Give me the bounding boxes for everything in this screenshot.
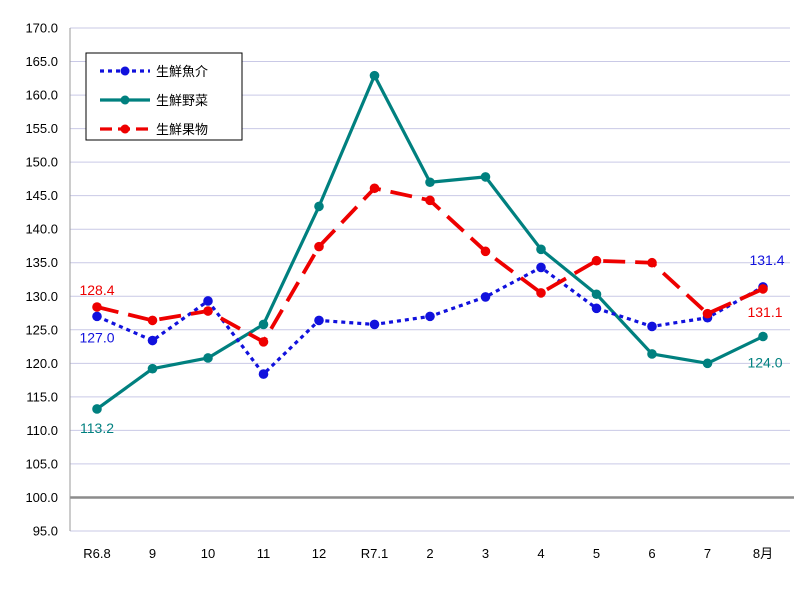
data-point bbox=[647, 257, 657, 268]
data-point bbox=[480, 292, 491, 302]
data-point bbox=[92, 311, 102, 322]
legend-label-1: 生鮮野菜 bbox=[156, 94, 208, 109]
x-tick-label: 8月 bbox=[753, 546, 773, 561]
x-tick-label: 4 bbox=[537, 546, 544, 561]
legend-label-0: 生鮮魚介 bbox=[156, 65, 208, 80]
legend-label-2: 生鮮果物 bbox=[156, 123, 208, 138]
data-point bbox=[147, 335, 158, 346]
y-tick-label: 140.0 bbox=[25, 222, 58, 237]
data-point bbox=[203, 296, 213, 306]
data-labels: 127.0 131.4 113.2 124.0 128.4 131.1 bbox=[79, 252, 784, 436]
data-point bbox=[536, 244, 546, 255]
data-point bbox=[425, 195, 435, 206]
x-tick-label: R7.1 bbox=[361, 546, 388, 561]
y-tick-label: 135.0 bbox=[25, 255, 58, 270]
data-point bbox=[92, 302, 102, 312]
data-label: 131.1 bbox=[747, 304, 782, 320]
data-point bbox=[758, 331, 768, 342]
y-tick-label: 145.0 bbox=[25, 188, 58, 203]
data-label: 131.4 bbox=[749, 252, 784, 268]
data-point bbox=[591, 303, 602, 314]
data-label: 124.0 bbox=[747, 355, 782, 371]
data-point bbox=[147, 315, 158, 326]
legend-marker-1 bbox=[120, 95, 130, 105]
x-tick-label: 6 bbox=[648, 546, 655, 561]
y-tick-label: 160.0 bbox=[25, 88, 58, 103]
x-tick-label: R6.8 bbox=[83, 546, 110, 561]
data-point bbox=[480, 172, 491, 182]
data-point bbox=[702, 308, 713, 319]
x-axis: R6.8 9 10 11 12 R7.1 2 3 4 5 6 7 8月 bbox=[83, 546, 773, 561]
legend-marker-2 bbox=[120, 124, 130, 134]
legend-box bbox=[85, 52, 243, 141]
data-point bbox=[591, 255, 602, 266]
data-point bbox=[203, 306, 213, 316]
y-tick-label: 110.0 bbox=[26, 423, 58, 438]
data-point bbox=[758, 284, 768, 294]
y-tick-label: 155.0 bbox=[25, 121, 58, 136]
y-tick-label: 105.0 bbox=[25, 456, 58, 471]
data-point bbox=[92, 404, 102, 414]
y-tick-label: 100.0 bbox=[25, 490, 58, 505]
legend-marker-0 bbox=[120, 66, 130, 76]
data-point bbox=[258, 369, 269, 379]
data-point bbox=[258, 337, 269, 347]
y-tick-label: 95.0 bbox=[33, 524, 58, 539]
data-point bbox=[536, 288, 546, 298]
data-point bbox=[258, 319, 269, 330]
y-tick-label: 115.0 bbox=[26, 389, 58, 404]
data-point bbox=[702, 358, 713, 369]
data-point bbox=[369, 70, 380, 81]
y-tick-label: 130.0 bbox=[25, 289, 58, 304]
data-point bbox=[369, 183, 380, 194]
y-tick-label: 170.0 bbox=[25, 21, 58, 36]
x-tick-label: 3 bbox=[482, 546, 489, 561]
data-label: 113.2 bbox=[80, 420, 114, 436]
x-tick-label: 2 bbox=[426, 546, 433, 561]
data-point bbox=[425, 311, 435, 322]
y-axis: 95.0 100.0 105.0 110.0 115.0 120.0 125.0 130.0 1… bbox=[25, 21, 71, 539]
data-point bbox=[480, 246, 491, 257]
data-point bbox=[647, 321, 657, 332]
data-label: 128.4 bbox=[79, 282, 114, 298]
x-tick-label: 11 bbox=[257, 546, 271, 561]
y-tick-label: 150.0 bbox=[25, 155, 58, 170]
data-label: 127.0 bbox=[79, 329, 114, 345]
y-tick-label: 120.0 bbox=[25, 356, 58, 371]
data-point bbox=[147, 363, 158, 374]
data-point bbox=[647, 349, 657, 359]
x-tick-label: 9 bbox=[149, 546, 156, 561]
data-point bbox=[203, 353, 213, 363]
x-tick-label: 10 bbox=[201, 546, 215, 561]
series-lines bbox=[92, 70, 768, 414]
y-tick-label: 125.0 bbox=[25, 322, 58, 337]
data-point bbox=[369, 319, 380, 330]
data-point bbox=[536, 262, 546, 273]
data-point bbox=[314, 315, 324, 326]
data-point bbox=[425, 177, 435, 188]
data-point bbox=[314, 201, 324, 212]
data-point bbox=[314, 241, 324, 252]
data-point bbox=[591, 289, 602, 300]
x-tick-label: 12 bbox=[312, 546, 326, 561]
y-tick-label: 165.0 bbox=[25, 54, 58, 69]
x-tick-label: 7 bbox=[704, 546, 711, 561]
x-tick-label: 5 bbox=[593, 546, 600, 561]
